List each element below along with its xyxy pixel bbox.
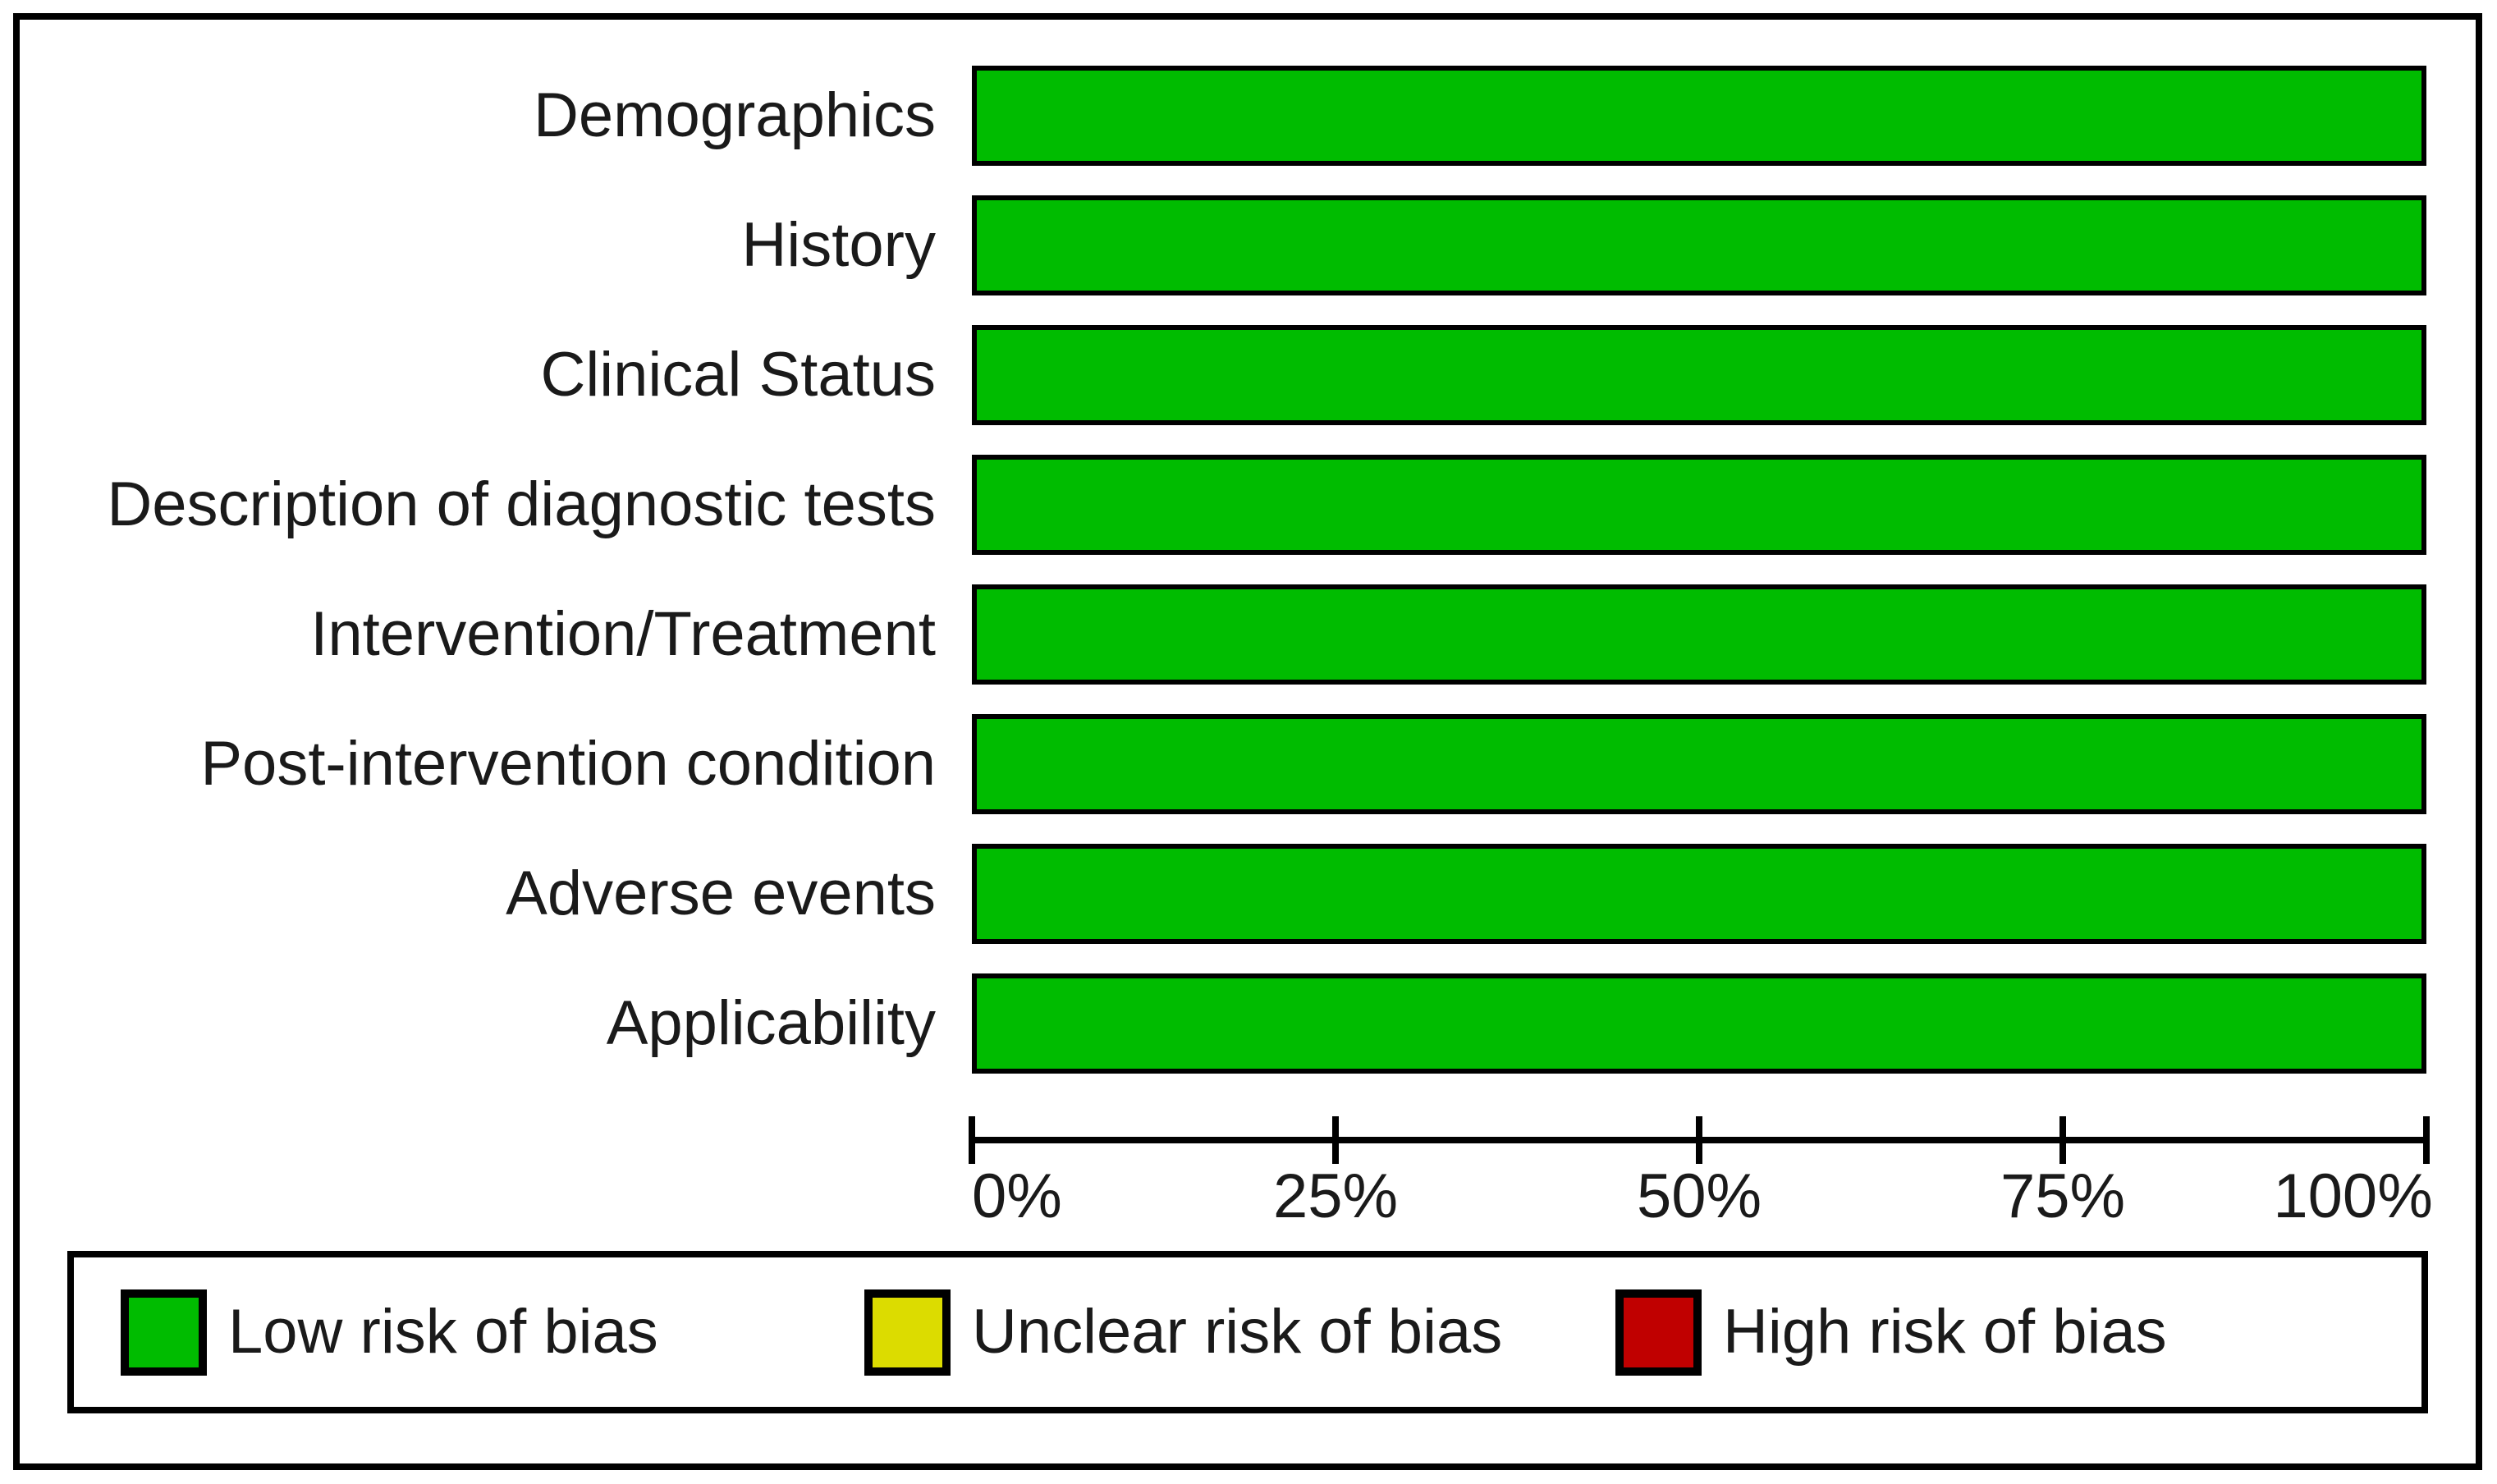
bar-segment — [977, 330, 2421, 420]
bar-row: Adverse events — [20, 844, 2426, 944]
bar-rows: Demographics History Clinical Status Des… — [20, 66, 2426, 1103]
bar-track — [972, 455, 2426, 555]
category-label: Description of diagnostic tests — [107, 469, 936, 539]
bar-row: History — [20, 195, 2426, 295]
axis-tick-label: 100% — [2273, 1161, 2433, 1231]
axis-tick — [1332, 1116, 1339, 1164]
bar-segment — [977, 719, 2421, 809]
bar-row: Demographics — [20, 66, 2426, 166]
legend-item-low-risk: Low risk of bias — [121, 1257, 658, 1407]
legend-item-high-risk: High risk of bias — [1615, 1257, 2167, 1407]
legend-swatch-low-risk — [121, 1289, 207, 1376]
axis-tick — [969, 1116, 975, 1164]
category-label: History — [741, 210, 936, 280]
bar-track — [972, 584, 2426, 685]
axis-tick — [2423, 1116, 2430, 1164]
bar-track — [972, 973, 2426, 1074]
bar-segment — [977, 460, 2421, 550]
chart-frame: Demographics History Clinical Status Des… — [13, 13, 2482, 1470]
bar-row: Clinical Status — [20, 325, 2426, 425]
category-label: Clinical Status — [540, 340, 936, 410]
category-label: Adverse events — [506, 859, 936, 928]
legend-label: Low risk of bias — [228, 1297, 658, 1367]
category-label: Post-intervention condition — [200, 729, 936, 799]
legend-label: High risk of bias — [1723, 1297, 2167, 1367]
bar-track — [972, 66, 2426, 166]
axis-tick — [1696, 1116, 1702, 1164]
bar-row: Applicability — [20, 973, 2426, 1074]
bar-row: Description of diagnostic tests — [20, 455, 2426, 555]
bar-row: Intervention/Treatment — [20, 584, 2426, 685]
legend: Low risk of bias Unclear risk of bias High… — [67, 1251, 2428, 1413]
axis-tick-label: 75% — [2000, 1161, 2126, 1231]
legend-swatch-high-risk — [1615, 1289, 1702, 1376]
bar-segment — [977, 71, 2421, 161]
axis-tick-label: 25% — [1272, 1161, 1399, 1231]
bar-row: Post-intervention condition — [20, 714, 2426, 814]
bar-track — [972, 195, 2426, 295]
bar-track — [972, 844, 2426, 944]
bar-track — [972, 325, 2426, 425]
category-label: Intervention/Treatment — [310, 599, 936, 669]
axis-tick-label: 50% — [1636, 1161, 1762, 1231]
legend-label: Unclear risk of bias — [972, 1297, 1503, 1367]
category-label: Demographics — [534, 80, 936, 150]
legend-item-unclear-risk: Unclear risk of bias — [864, 1257, 1502, 1407]
axis-tick — [2059, 1116, 2066, 1164]
bar-track — [972, 714, 2426, 814]
bar-segment — [977, 589, 2421, 680]
axis-tick-label: 0% — [972, 1161, 1062, 1231]
category-label: Applicability — [606, 988, 936, 1058]
bar-segment — [977, 849, 2421, 939]
legend-swatch-unclear-risk — [864, 1289, 951, 1376]
bar-segment — [977, 978, 2421, 1069]
bar-segment — [977, 200, 2421, 291]
